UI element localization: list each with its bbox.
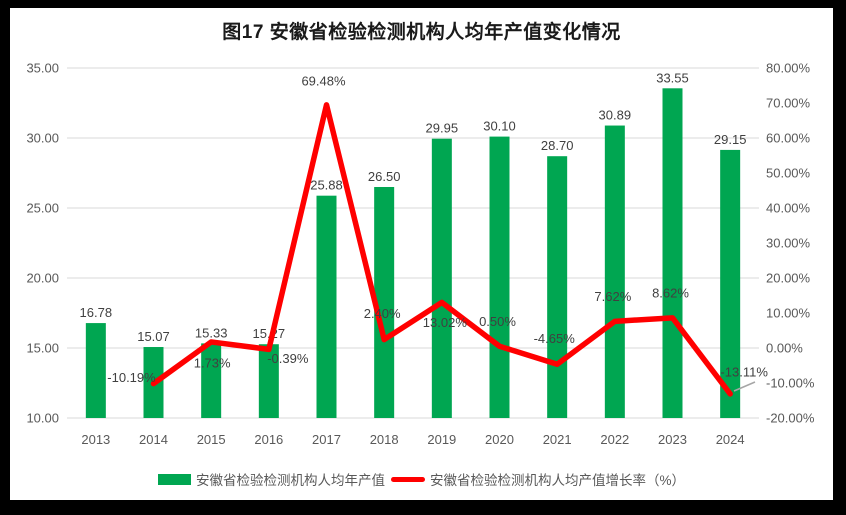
growth-rate-label: 13.02% [423,315,468,330]
bar [85,323,106,418]
label-leader-line [733,381,756,392]
growth-rate-label: -4.65% [534,331,576,346]
x-axis-category-label: 2017 [312,432,341,447]
growth-rate-label: 8.62% [652,285,689,300]
growth-rate-label: 2.40% [364,306,401,321]
legend: 安徽省检验检测机构人均年产值 安徽省检验检测机构人均产值增长率（%） [10,469,833,489]
x-axis-category-label: 2015 [197,432,226,447]
bar-value-label: 33.55 [656,70,689,85]
bar [201,343,222,418]
bar-value-label: 15.33 [195,325,228,340]
right-axis-tick-label: 70.00% [766,96,811,111]
right-axis-tick-label: -10.00% [766,376,815,391]
x-axis-category-label: 2023 [658,432,687,447]
bar-value-label: 29.15 [714,132,747,147]
x-axis-category-label: 2021 [543,432,572,447]
x-axis-category-label: 2024 [716,432,745,447]
x-axis-category-label: 2014 [139,432,168,447]
x-axis-category-label: 2016 [254,432,283,447]
bar [662,88,683,419]
bar-value-label: 15.27 [253,326,286,341]
left-axis-tick-label: 25.00 [26,201,59,216]
growth-rate-label: 0.50% [479,314,516,329]
bar-value-label: 28.70 [541,138,574,153]
growth-rate-label: 69.48% [301,73,346,88]
x-axis-category-label: 2022 [600,432,629,447]
right-axis-tick-label: 0.00% [766,341,803,356]
x-axis-category-label: 2013 [81,432,110,447]
x-axis-category-label: 2020 [485,432,514,447]
bar [431,138,452,418]
left-axis-tick-label: 15.00 [26,341,59,356]
growth-rate-line [150,102,733,397]
legend-line-series-label: 安徽省检验检测机构人均产值增长率（%） [429,473,685,488]
bar [258,344,279,418]
bar-value-label: 16.78 [80,305,113,320]
right-axis-tick-label: -20.00% [766,411,815,426]
bar-value-label: 25.88 [310,178,343,193]
right-axis-tick-label: 40.00% [766,201,811,216]
chart-title: 图17 安徽省检验检测机构人均年产值变化情况 [222,22,621,43]
bar [547,156,568,418]
growth-rate-label: 1.73% [194,355,231,370]
plot-area: 35.00 30.00 25.00 20.00 15.00 10.00 80.00% 70.0… [26,61,815,448]
growth-rate-label: -13.11% [720,364,768,379]
growth-rate-label: 7.62% [594,289,631,304]
bar [374,187,395,418]
growth-rate-label: -10.19% [107,370,156,385]
x-axis-category-label: 2018 [370,432,399,447]
legend-item-bar-series: 安徽省检验检测机构人均年产值 [157,469,385,489]
left-axis-tick-label: 35.00 [26,61,59,76]
legend-bar-series-label: 安徽省检验检测机构人均年产值 [195,473,385,488]
bar [604,125,625,418]
legend-item-line-series: 安徽省检验检测机构人均产值增长率（%） [390,469,685,489]
right-axis-tick-label: 80.00% [766,61,811,76]
growth-rate-label: -0.39% [267,351,309,366]
chart-frame: 图17 安徽省检验检测机构人均年产值变化情况 35.00 30.00 25.00 20… [10,8,833,500]
bar [720,149,741,418]
bar-value-label: 29.95 [426,121,459,136]
right-axis-tick-label: 20.00% [766,271,811,286]
left-axis-tick-label: 20.00 [26,271,59,286]
left-axis-tick-label: 10.00 [26,411,59,426]
left-axis-tick-label: 30.00 [26,131,59,146]
right-axis-tick-label: 60.00% [766,131,811,146]
bar-value-label: 30.89 [599,108,632,123]
right-axis-tick-label: 10.00% [766,306,811,321]
bar [489,136,510,418]
bar-value-label: 30.10 [483,119,516,134]
bar-value-label: 15.07 [137,329,170,344]
right-axis-tick-label: 50.00% [766,166,811,181]
right-axis-tick-label: 30.00% [766,236,811,251]
bar [316,195,337,418]
line-series-swatch-icon [390,476,425,482]
bar-value-label: 26.50 [368,169,401,184]
bar-series-swatch-icon [157,473,191,485]
x-axis-category-label: 2019 [427,432,456,447]
